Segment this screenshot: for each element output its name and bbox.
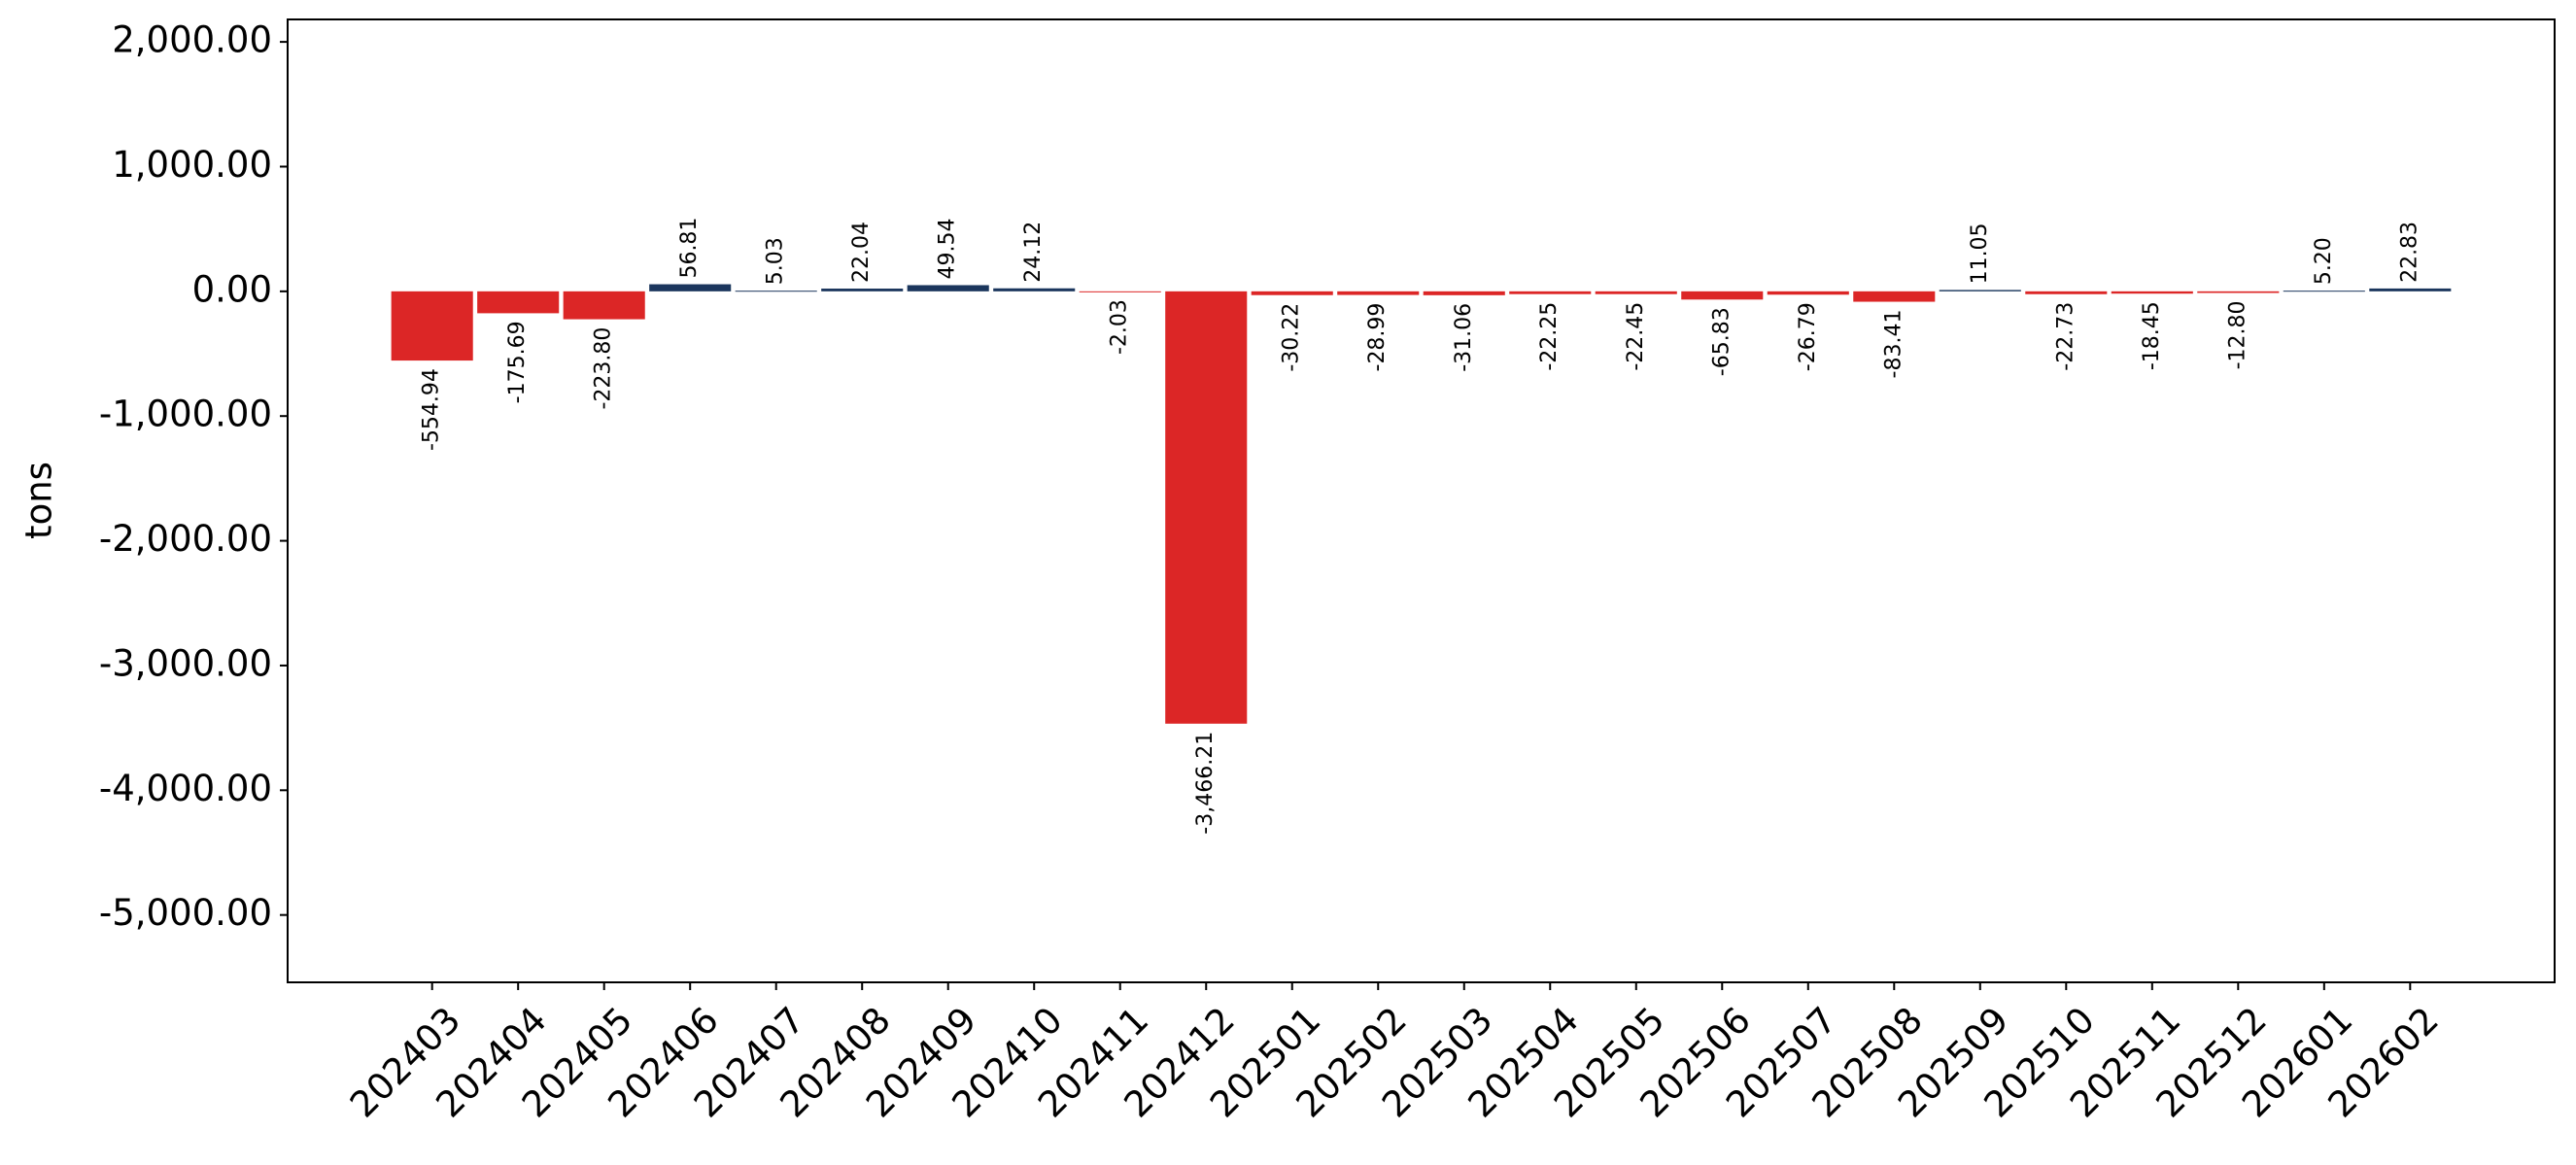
bar <box>907 285 989 291</box>
value-label: -22.45 <box>1624 302 1648 371</box>
y-tick-label: -4,000.00 <box>99 768 272 809</box>
value-label: -31.06 <box>1452 303 1476 372</box>
bar <box>993 288 1076 291</box>
value-label: -28.99 <box>1365 303 1390 372</box>
value-label: -3,466.21 <box>1193 732 1218 835</box>
value-label: -223.80 <box>592 327 616 410</box>
bar <box>2369 288 2452 291</box>
bar <box>1595 291 1677 294</box>
value-label: -2.03 <box>1108 299 1132 355</box>
value-label: -554.94 <box>420 368 444 451</box>
value-label: -65.83 <box>1709 307 1734 376</box>
bar <box>1681 291 1764 300</box>
bar <box>821 289 904 291</box>
bar <box>1165 291 1248 724</box>
bar <box>477 291 560 314</box>
value-label: -175.69 <box>505 321 530 403</box>
plot-frame <box>287 18 2556 983</box>
y-tick-label: -5,000.00 <box>99 892 272 934</box>
bar <box>2025 291 2108 294</box>
value-label: -22.25 <box>1537 302 1562 371</box>
bar <box>391 291 473 361</box>
value-label: 24.12 <box>1021 222 1046 283</box>
bar <box>1853 291 1936 302</box>
y-tick-label: 0.00 <box>192 268 272 310</box>
value-label: -26.79 <box>1796 302 1820 371</box>
bar <box>2197 291 2280 293</box>
value-label: 22.83 <box>2397 222 2421 283</box>
value-label: -83.41 <box>1881 310 1906 379</box>
bar <box>1079 291 1161 292</box>
value-label: -12.80 <box>2225 300 2250 369</box>
bar <box>1423 291 1505 295</box>
bar <box>649 284 732 291</box>
y-axis-label: tons <box>18 462 60 539</box>
value-label: 5.03 <box>764 237 788 285</box>
bar <box>1509 291 1592 294</box>
value-label: 5.20 <box>2312 237 2336 285</box>
value-label: -30.22 <box>1280 303 1304 372</box>
value-label: 11.05 <box>1968 223 1992 284</box>
bar <box>563 291 645 320</box>
bar <box>1251 291 1333 295</box>
bar <box>1939 290 2021 291</box>
bar <box>1337 291 1420 295</box>
bar <box>1767 291 1849 295</box>
bar <box>2111 291 2193 294</box>
value-label: -22.73 <box>2053 302 2078 371</box>
y-tick-label: 2,000.00 <box>112 19 272 61</box>
y-tick-label: -1,000.00 <box>99 394 272 435</box>
value-label: 56.81 <box>677 218 702 279</box>
value-label: -18.45 <box>2140 301 2164 370</box>
y-tick-label: -3,000.00 <box>99 642 272 684</box>
y-tick-label: -2,000.00 <box>99 518 272 560</box>
value-label: 22.04 <box>849 222 874 283</box>
y-tick-label: 1,000.00 <box>112 144 272 186</box>
value-label: 49.54 <box>936 218 960 279</box>
